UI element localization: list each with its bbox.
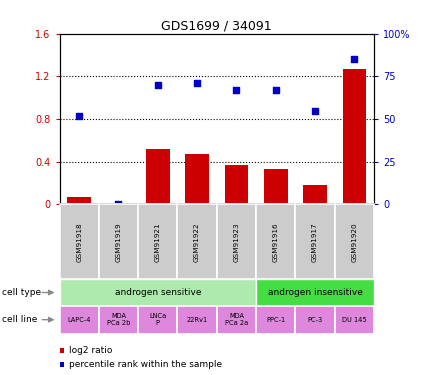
- Bar: [178, 306, 217, 334]
- Bar: [178, 204, 217, 279]
- Text: cell type: cell type: [2, 288, 41, 297]
- Bar: [138, 204, 178, 279]
- Bar: [146, 149, 170, 204]
- Bar: [295, 204, 335, 279]
- Bar: [60, 279, 256, 306]
- Text: GSM91923: GSM91923: [233, 222, 239, 262]
- Text: MDA
PCa 2b: MDA PCa 2b: [107, 313, 130, 326]
- Text: log2 ratio: log2 ratio: [68, 346, 112, 355]
- Bar: [335, 204, 374, 279]
- Bar: [264, 169, 287, 204]
- Bar: [99, 204, 138, 279]
- Bar: [343, 69, 366, 204]
- Text: cell line: cell line: [2, 315, 37, 324]
- Point: [233, 87, 240, 93]
- Text: LAPC-4: LAPC-4: [68, 316, 91, 322]
- Text: androgen insensitive: androgen insensitive: [268, 288, 363, 297]
- Text: MDA
PCa 2a: MDA PCa 2a: [225, 313, 248, 326]
- Bar: [185, 154, 209, 204]
- Point: [351, 56, 358, 62]
- Text: GSM91921: GSM91921: [155, 222, 161, 262]
- Text: LNCa
P: LNCa P: [149, 313, 167, 326]
- Bar: [217, 204, 256, 279]
- Bar: [256, 279, 374, 306]
- Text: PPC-1: PPC-1: [266, 316, 285, 322]
- Text: GSM91922: GSM91922: [194, 222, 200, 262]
- Bar: [138, 306, 178, 334]
- Bar: [295, 306, 335, 334]
- Bar: [256, 204, 295, 279]
- Text: PC-3: PC-3: [307, 316, 323, 322]
- Text: androgen sensitive: androgen sensitive: [114, 288, 201, 297]
- Bar: [67, 197, 91, 204]
- Bar: [303, 185, 327, 204]
- Text: percentile rank within the sample: percentile rank within the sample: [68, 360, 222, 369]
- Bar: [256, 306, 295, 334]
- Bar: [335, 306, 374, 334]
- Point: [115, 201, 122, 207]
- Bar: [217, 306, 256, 334]
- Text: GSM91920: GSM91920: [351, 222, 357, 262]
- Point: [312, 108, 318, 114]
- Text: GSM91918: GSM91918: [76, 222, 82, 262]
- Point: [194, 80, 201, 86]
- Bar: [60, 306, 99, 334]
- Title: GDS1699 / 34091: GDS1699 / 34091: [162, 20, 272, 33]
- Point: [154, 82, 161, 88]
- Bar: [60, 204, 99, 279]
- Bar: [99, 306, 138, 334]
- Point: [272, 87, 279, 93]
- Text: 22Rv1: 22Rv1: [187, 316, 208, 322]
- Text: GSM91916: GSM91916: [273, 222, 279, 262]
- Text: DU 145: DU 145: [342, 316, 367, 322]
- Text: GSM91917: GSM91917: [312, 222, 318, 262]
- Text: GSM91919: GSM91919: [116, 222, 122, 262]
- Point: [76, 112, 82, 118]
- Bar: [224, 165, 248, 204]
